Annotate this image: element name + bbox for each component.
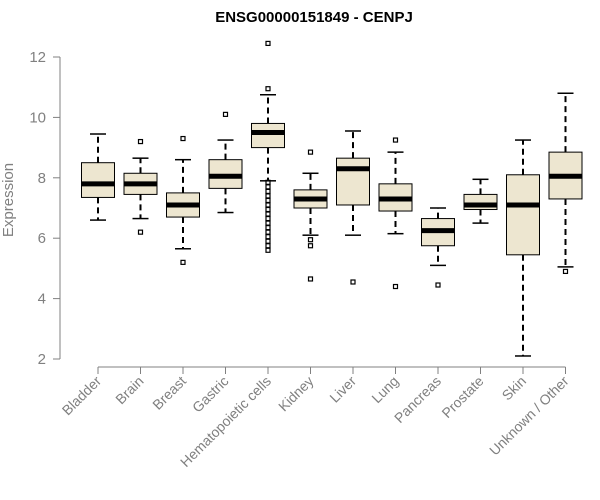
y-tick-label: 2 — [38, 351, 46, 368]
x-tick-label: Brain — [112, 373, 146, 407]
x-tick-label: Liver — [326, 373, 359, 406]
box-kidney — [293, 149, 328, 282]
x-tick-label: Breast — [149, 373, 189, 413]
x-tick-label: Bladder — [59, 373, 105, 419]
box-unknown-other — [548, 92, 583, 275]
box-liver — [336, 130, 370, 285]
iqr-box — [506, 174, 540, 256]
box-hematopoietic-cells — [251, 40, 285, 253]
outlier-point — [265, 197, 271, 204]
outlier-point — [265, 206, 271, 213]
x-tick-label: Kidney — [275, 373, 317, 415]
outlier-point — [265, 193, 271, 199]
box-gastric — [208, 111, 243, 214]
axes: 2 4 6 8 10 12 — [29, 49, 566, 374]
iqr-box — [81, 162, 115, 198]
y-tick-label: 10 — [29, 109, 46, 126]
outlier-point — [265, 215, 271, 222]
outlier-point — [562, 268, 569, 275]
x-tick-label: Unknown / Other — [486, 373, 572, 459]
outlier-point — [307, 276, 314, 282]
x-tick-label: Skin — [499, 373, 530, 404]
outlier-point — [350, 279, 356, 285]
outlier-point — [307, 149, 314, 155]
x-tick-label: Lung — [368, 373, 401, 406]
chart-title: ENSG00000151849 - CENPJ — [215, 9, 413, 26]
x-tick-label: Pancreas — [391, 373, 444, 426]
iqr-box — [251, 122, 285, 149]
outlier-point — [265, 234, 271, 240]
outlier-point — [265, 202, 271, 208]
boxes-group — [81, 40, 583, 357]
outlier-point — [180, 135, 186, 142]
outlier-point — [265, 229, 271, 235]
x-tick-label: Prostate — [438, 373, 486, 421]
box-brain — [123, 138, 158, 235]
outlier-point — [265, 243, 271, 249]
y-tick-label: 8 — [38, 170, 46, 187]
outlier-point — [137, 229, 144, 235]
outlier-point — [392, 137, 399, 143]
box-prostate — [463, 178, 498, 224]
outlier-point — [265, 86, 271, 92]
outlier-point — [265, 247, 271, 253]
outlier-point — [222, 111, 229, 117]
outlier-point — [392, 283, 399, 290]
outlier-point — [265, 188, 271, 194]
iqr-box — [336, 157, 370, 206]
y-tick-label: 12 — [29, 49, 46, 66]
outlier-point — [307, 243, 314, 249]
outlier-point — [265, 211, 271, 217]
box-lung — [378, 137, 413, 290]
outlier-point — [435, 282, 441, 288]
outlier-point — [265, 238, 271, 244]
box-breast — [166, 135, 200, 265]
outlier-point — [265, 40, 271, 47]
outlier-point — [180, 259, 186, 265]
box-skin — [506, 139, 540, 357]
outlier-point — [265, 225, 271, 231]
box-bladder — [81, 133, 115, 221]
outlier-point — [265, 184, 271, 190]
outlier-point — [137, 138, 144, 145]
box-pancreas — [421, 207, 455, 288]
y-axis-label: Expression — [0, 163, 17, 237]
y-tick-label: 4 — [38, 291, 46, 308]
y-tick-label: 6 — [38, 230, 46, 247]
outlier-point — [307, 237, 314, 243]
outlier-point — [265, 220, 271, 226]
